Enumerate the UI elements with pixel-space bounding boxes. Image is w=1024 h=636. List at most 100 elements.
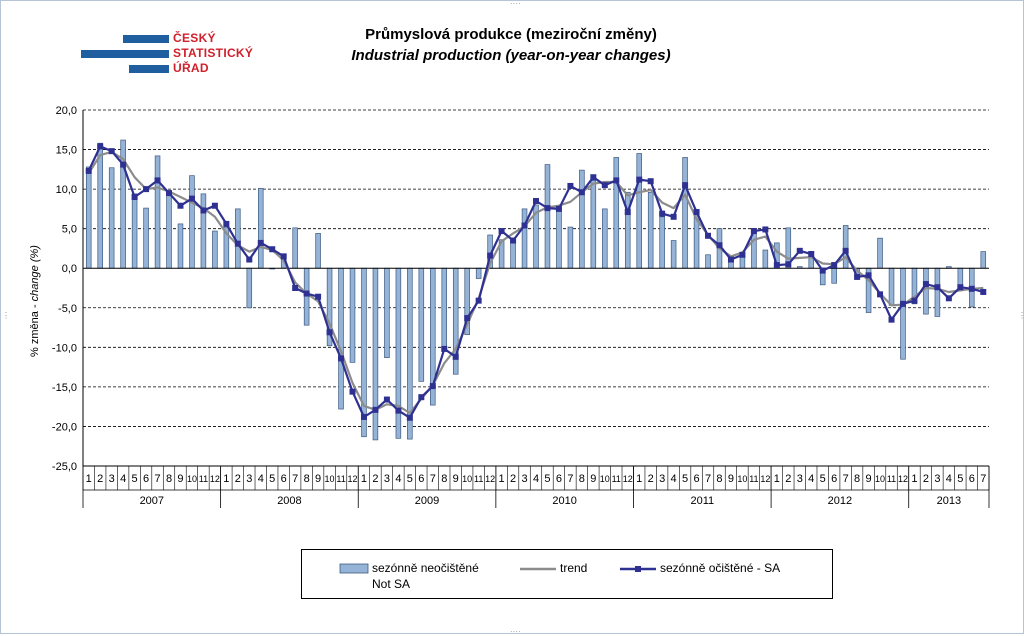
sa-marker <box>131 194 138 201</box>
resize-handle-top[interactable]: ···· <box>510 0 521 8</box>
month-label: 1 <box>86 473 92 485</box>
month-label: 1 <box>223 473 229 485</box>
sa-marker <box>773 262 780 269</box>
bar-not-sa <box>647 191 654 269</box>
bar-not-sa <box>613 157 620 269</box>
y-tick-label: 0,0 <box>62 263 77 275</box>
chart-title: Průmyslová produkce (meziroční změny) <box>365 26 657 43</box>
month-label: 11 <box>887 474 896 484</box>
month-label: 1 <box>499 473 505 485</box>
sa-marker <box>727 256 734 263</box>
month-label: 6 <box>281 473 287 485</box>
bar-not-sa <box>154 155 161 269</box>
month-label: 6 <box>831 473 837 485</box>
month-label: 4 <box>808 473 814 485</box>
month-label: 6 <box>969 473 975 485</box>
month-label: 10 <box>875 474 885 484</box>
month-label: 5 <box>407 473 413 485</box>
month-label: 7 <box>843 473 849 485</box>
sa-marker <box>831 262 838 269</box>
month-label: 3 <box>797 473 803 485</box>
bar-not-sa <box>108 167 115 269</box>
resize-handle-bottom[interactable]: ···· <box>510 627 521 636</box>
logo-text-line3: ÚŘAD <box>173 61 209 75</box>
month-label: 9 <box>590 473 596 485</box>
month-label: 9 <box>728 473 734 485</box>
sa-marker <box>429 383 436 390</box>
sa-marker <box>705 232 712 239</box>
bar-not-sa <box>923 267 929 315</box>
month-label: 3 <box>109 473 115 485</box>
bar-not-sa <box>659 216 665 269</box>
month-label: 2 <box>97 473 103 485</box>
sa-marker <box>487 252 494 259</box>
month-label: 5 <box>820 473 826 485</box>
sa-marker <box>177 202 184 209</box>
bar-not-sa <box>842 225 849 269</box>
sa-marker <box>360 413 367 420</box>
bar-not-sa <box>143 207 149 269</box>
sa-marker <box>750 228 757 235</box>
bar-not-sa <box>934 267 941 317</box>
y-tick-label: -5,0 <box>58 303 77 315</box>
month-label: 7 <box>980 473 986 485</box>
sa-marker <box>441 345 448 352</box>
month-label: 3 <box>934 473 940 485</box>
month-label: 9 <box>453 473 459 485</box>
sa-marker <box>819 267 826 274</box>
sa-marker <box>383 396 390 403</box>
month-label: 2 <box>510 473 516 485</box>
sa-marker <box>349 388 356 395</box>
month-label: 6 <box>693 473 699 485</box>
sa-marker <box>567 182 574 189</box>
month-label: 2 <box>923 473 929 485</box>
month-label: 11 <box>474 474 483 484</box>
sa-marker <box>120 161 127 168</box>
sa-marker <box>590 174 597 181</box>
y-tick-label: 5,0 <box>62 224 77 236</box>
sa-marker <box>234 240 241 247</box>
sa-marker <box>154 177 161 184</box>
sa-marker <box>842 247 849 254</box>
sa-marker <box>257 239 264 246</box>
bar-not-sa <box>602 208 608 269</box>
sa-marker <box>475 297 482 304</box>
bar-not-sa <box>751 232 757 269</box>
month-label: 8 <box>716 473 722 485</box>
sa-marker <box>796 247 803 254</box>
legend-label-sa: sezónně očištěné - SA <box>660 561 781 575</box>
year-label: 2009 <box>415 495 439 507</box>
bar-not-sa <box>303 267 310 326</box>
sa-marker <box>785 261 792 268</box>
month-label: 4 <box>258 473 264 485</box>
bar-not-sa <box>349 267 356 363</box>
month-label: 5 <box>132 473 138 485</box>
year-label: 2013 <box>937 495 961 507</box>
month-label: 8 <box>166 473 172 485</box>
bar-not-sa <box>590 180 597 269</box>
month-label: 7 <box>567 473 573 485</box>
legend-label-trend: trend <box>560 561 588 575</box>
bar-not-sa <box>258 187 264 269</box>
chart-subtitle: Industrial production (year-on-year chan… <box>351 47 671 64</box>
y-tick-label: -10,0 <box>52 342 77 354</box>
resize-handle-right[interactable]: ⋮ <box>1018 311 1024 320</box>
year-label: 2010 <box>552 495 576 507</box>
month-label: 4 <box>395 473 401 485</box>
sa-marker <box>510 237 517 244</box>
bar-not-sa <box>131 193 138 269</box>
logo-text-line2: STATISTICKÝ <box>173 46 254 60</box>
bar-not-sa <box>521 208 528 269</box>
sa-marker <box>200 207 207 214</box>
sa-marker <box>865 272 872 279</box>
legend-label-not-sa-en: Not SA <box>372 577 411 591</box>
month-label: 3 <box>521 473 527 485</box>
sa-marker <box>246 256 253 263</box>
month-label: 7 <box>430 473 436 485</box>
month-label: 2 <box>785 473 791 485</box>
month-label: 1 <box>911 473 917 485</box>
bar-not-sa <box>384 267 390 358</box>
resize-handle-left[interactable]: ⋮ <box>2 311 10 320</box>
sa-marker <box>716 242 723 249</box>
